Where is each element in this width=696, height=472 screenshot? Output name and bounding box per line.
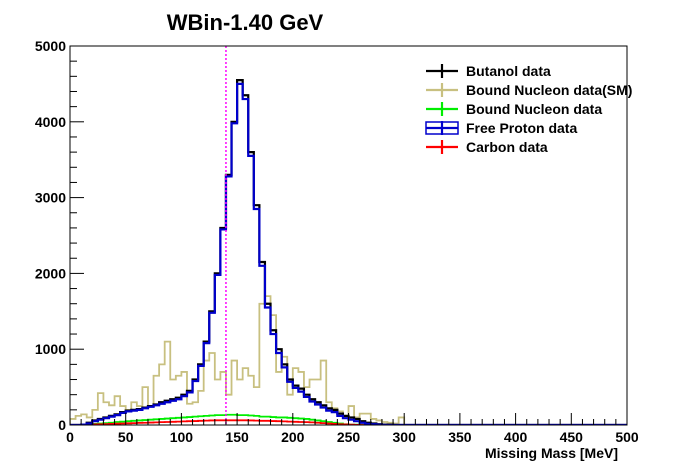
y-tick-label-3: 3000 (35, 190, 66, 206)
legend-entry-5: Carbon data (426, 139, 548, 155)
y-tick-label-4: 4000 (35, 114, 66, 130)
legend-entry-2: Bound Nucleon data(SM) (426, 82, 632, 98)
y-tick-label-1: 1000 (35, 341, 66, 357)
series-line-4 (70, 82, 627, 425)
x-tick-label-2: 100 (170, 429, 194, 445)
chart-title: WBin-1.40 GeV (167, 10, 324, 35)
x-tick-label-4: 200 (281, 429, 305, 445)
y-tick-label-2: 2000 (35, 265, 66, 281)
x-tick-label-7: 350 (448, 429, 472, 445)
legend: Butanol data Bound Nucleon data(SM) Bound … (425, 63, 632, 155)
x-tick-label-10: 500 (615, 429, 639, 445)
legend-label-5: Carbon data (466, 139, 548, 155)
x-tick-label-8: 400 (504, 429, 528, 445)
x-tick-label-3: 150 (225, 429, 249, 445)
series-line-2 (70, 295, 627, 425)
axes: 0 50 100 150 200 250 300 350 400 450 5000100020003… (35, 38, 639, 445)
legend-label-1: Butanol data (466, 63, 551, 79)
x-tick-label-9: 450 (560, 429, 584, 445)
x-tick-label-0: 0 (66, 429, 74, 445)
y-tick-label-0: 0 (58, 417, 66, 433)
y-tick-label-5: 5000 (35, 38, 66, 54)
legend-label-3: Bound Nucleon data (466, 101, 602, 117)
x-tick-label-1: 50 (118, 429, 134, 445)
x-tick-label-6: 300 (393, 429, 417, 445)
legend-entry-3: Bound Nucleon data (426, 101, 602, 117)
x-tick-label-5: 250 (337, 429, 361, 445)
x-axis-label: Missing Mass [MeV] (485, 445, 618, 461)
legend-label-4: Free Proton data (466, 120, 577, 136)
legend-entry-1: Butanol data (426, 63, 551, 79)
legend-entry-4: Free Proton data (425, 120, 577, 136)
legend-label-2: Bound Nucleon data(SM) (466, 82, 632, 98)
